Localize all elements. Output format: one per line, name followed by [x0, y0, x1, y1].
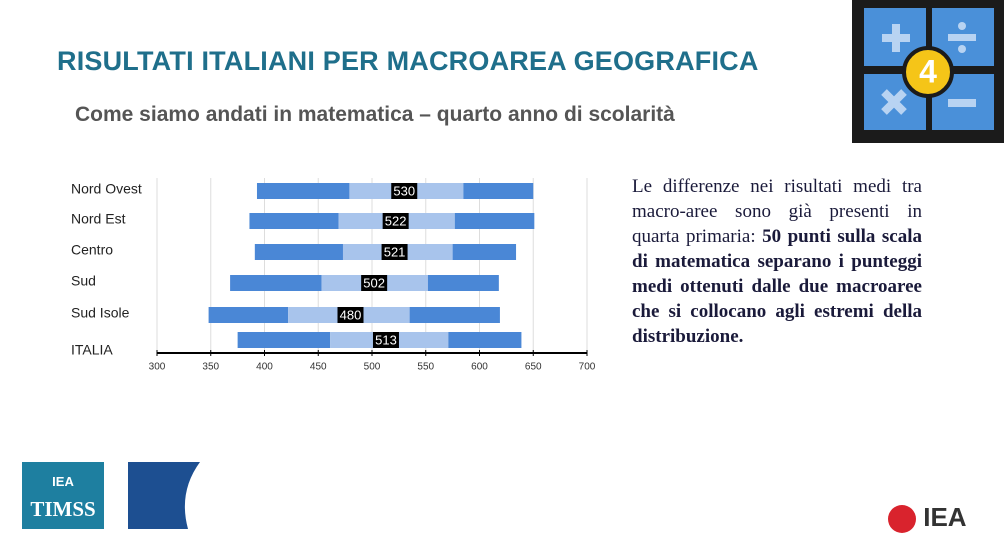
y-tick-label: Sud	[71, 273, 96, 289]
bar-segment	[230, 275, 322, 291]
x-tick-label: 500	[364, 362, 381, 373]
bar-segment	[452, 244, 517, 260]
mean-label: 521	[384, 244, 406, 259]
y-tick-label: ITALIA	[71, 342, 113, 358]
text-normal: Le differenze nei risultati medi tra mac…	[632, 176, 922, 247]
bar-segment	[237, 332, 331, 348]
x-tick-label: 700	[579, 362, 596, 373]
timss-logo: IEA TIMSS	[22, 462, 104, 529]
text-bold: 50 punti sulla scala di matematica separ…	[632, 226, 923, 347]
x-tick-label: 450	[310, 362, 327, 373]
mean-box	[372, 332, 399, 348]
badge-number: 4	[919, 53, 937, 89]
mean-box	[382, 213, 409, 229]
x-tick-label: 600	[471, 362, 488, 373]
iea-logo: IEA	[888, 502, 967, 533]
mean-label: 530	[393, 183, 415, 198]
x-tick-label: 350	[202, 362, 219, 373]
mean-label: 522	[385, 213, 407, 228]
bar-segment	[254, 244, 343, 260]
x-tick-label: 400	[256, 362, 273, 373]
mean-box	[381, 244, 408, 260]
mean-label: 502	[363, 275, 385, 290]
logo-text: IEA	[52, 474, 74, 489]
x-tick-label: 550	[417, 362, 434, 373]
slide-subtitle: Come siamo andati in matematica – quarto…	[75, 103, 675, 126]
mean-label: 480	[340, 307, 362, 322]
logo-text: TIMSS	[30, 497, 96, 521]
y-tick-label: Sud Isole	[71, 305, 130, 321]
shape-logo	[128, 462, 200, 529]
bar-segment	[249, 213, 339, 229]
y-tick-label: Nord Ovest	[71, 181, 142, 197]
y-tick-label: Centro	[71, 242, 113, 258]
mean-box	[361, 275, 388, 291]
paragraph: Le differenze nei risultati medi tra mac…	[632, 174, 922, 349]
y-tick-label: Nord Est	[71, 211, 126, 227]
x-tick-label: 650	[525, 362, 542, 373]
mean-box	[337, 307, 364, 323]
logo-text: IEA	[923, 502, 967, 532]
slide-title: RISULTATI ITALIANI PER MACROAREA GEOGRAF…	[57, 46, 759, 76]
bar-segment	[454, 213, 535, 229]
mean-label: 513	[375, 332, 397, 347]
badge-icon: 4	[852, 0, 1004, 143]
bar-segment	[448, 332, 522, 348]
mean-box	[391, 183, 418, 199]
bar-segment	[409, 307, 500, 323]
bar-segment	[256, 183, 350, 199]
chart: 300 350 400 450 500 550 600 650 700 Nord Ovest 530…	[71, 178, 596, 373]
bar-segment	[427, 275, 499, 291]
bar-segment	[463, 183, 534, 199]
x-tick-label: 300	[149, 362, 166, 373]
bar-segment	[208, 307, 289, 323]
